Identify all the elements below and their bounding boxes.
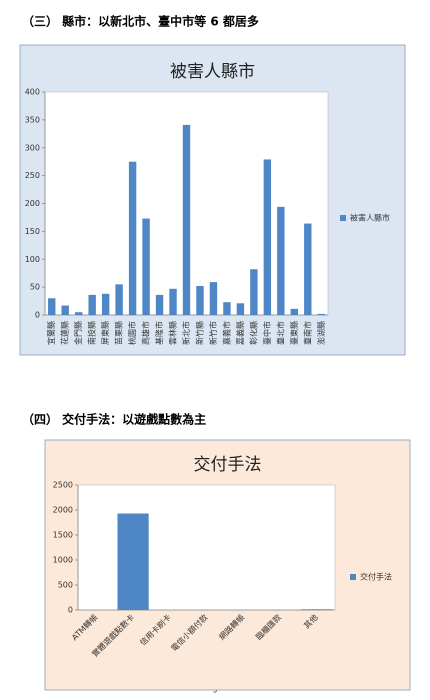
section-heading: （四） 交付手法：以遊戲點數為主 [22, 412, 206, 427]
x-tick-label: 臺中市 [262, 321, 272, 345]
x-tick-label: 澎湖縣 [316, 321, 326, 345]
y-tick-label: 400 [25, 88, 40, 97]
x-tick-label: 花蓮縣 [60, 321, 70, 345]
y-tick-label: 100 [25, 255, 40, 264]
x-tick-label: 屏東縣 [100, 321, 110, 345]
y-tick-label: 500 [58, 581, 73, 590]
x-tick-label: 新北市 [181, 321, 191, 345]
x-tick-label: 新竹市 [208, 321, 218, 345]
bar [88, 294, 96, 315]
bar [142, 218, 150, 315]
y-tick-label: 1500 [53, 531, 73, 540]
x-tick-label: 苗栗縣 [114, 321, 124, 345]
x-tick-label: 臺北市 [275, 321, 285, 345]
bar [250, 269, 258, 315]
bar [317, 313, 325, 315]
y-tick-label: 250 [25, 171, 40, 180]
bar [61, 305, 69, 315]
bar [236, 303, 245, 315]
y-tick-label: 2000 [53, 506, 73, 515]
x-tick-label: 新竹縣 [194, 321, 204, 345]
bar [169, 288, 177, 315]
y-tick-label: 0 [35, 311, 40, 320]
y-tick-label: 0 [68, 606, 73, 615]
y-tick-label: 2500 [53, 481, 73, 490]
y-tick-label: 300 [25, 143, 40, 152]
bar [74, 312, 83, 315]
bar [48, 298, 56, 315]
bar [101, 293, 110, 315]
chart-title: 交付手法 [194, 455, 262, 475]
x-tick-label: 彰化縣 [248, 321, 258, 345]
bar [263, 159, 272, 315]
x-tick-label: 嘉義縣 [235, 321, 245, 345]
x-tick-label: 基隆市 [154, 321, 164, 345]
bar [304, 223, 312, 315]
x-tick-label: 臺東縣 [289, 321, 299, 345]
bar [128, 161, 137, 315]
x-tick-label: 金門縣 [73, 321, 83, 345]
plot-area [77, 484, 336, 611]
y-tick-label: 150 [25, 227, 40, 236]
bar [223, 302, 231, 315]
bar [155, 294, 164, 315]
x-tick-label: 南投縣 [87, 321, 97, 345]
bar [196, 286, 204, 315]
y-tick-label: 350 [25, 115, 40, 124]
legend-swatch [340, 215, 346, 221]
bar [290, 308, 299, 315]
x-tick-label: 雲林縣 [168, 321, 178, 345]
x-tick-label: 臺南市 [302, 321, 312, 345]
section-heading: （三） 縣市：以新北市、臺中市等 6 都居多 [22, 14, 259, 29]
bar [301, 609, 333, 610]
x-tick-label: 桃園市 [127, 321, 137, 345]
bar [117, 513, 149, 610]
x-tick-label: 高雄市 [141, 321, 151, 345]
bar [182, 124, 191, 315]
chart-title: 被害人縣市 [170, 62, 255, 82]
bar [277, 206, 285, 315]
legend-label: 被害人縣市 [350, 213, 390, 223]
legend-swatch [350, 574, 356, 580]
legend-label: 交付手法 [360, 572, 392, 582]
x-tick-label: 嘉義市 [221, 321, 231, 345]
x-tick-label: 宜蘭縣 [46, 321, 56, 345]
y-tick-label: 1000 [53, 556, 73, 565]
bar [115, 284, 123, 315]
y-tick-label: 50 [30, 283, 40, 292]
y-tick-label: 200 [25, 199, 40, 208]
bar [209, 282, 218, 315]
